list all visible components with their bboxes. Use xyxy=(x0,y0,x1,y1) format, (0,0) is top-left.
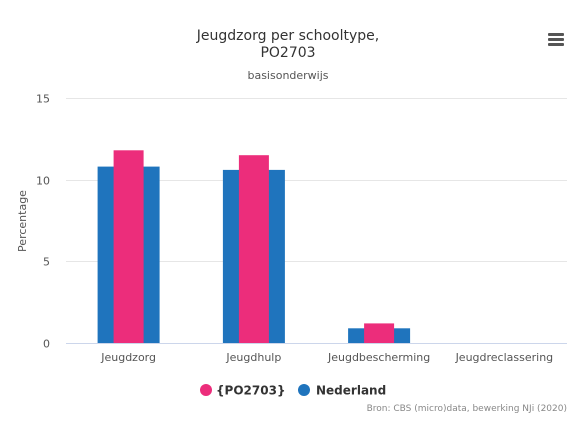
x-tick-label: Jeugdzorg xyxy=(100,351,156,364)
hamburger-menu-icon[interactable] xyxy=(540,0,570,60)
bar-po2703-jeugdhulp[interactable] xyxy=(238,155,269,343)
legend-item-nederland[interactable]: Nederland xyxy=(298,384,386,398)
legend-item-po2703[interactable]: {PO2703} xyxy=(200,384,285,398)
y-axis-ticks: 0 5 10 15 xyxy=(36,93,50,351)
legend-marker-nederland xyxy=(298,384,310,396)
legend: {PO2703} Nederland xyxy=(200,384,386,398)
chart-subtitle: basisonderwijs xyxy=(247,69,328,82)
bar-po2703-jeugdzorg[interactable] xyxy=(113,150,144,343)
x-tick-label: Jeugdhulp xyxy=(225,351,281,364)
credits: Bron: CBS (micro)data, bewerking NJi (20… xyxy=(367,404,567,414)
y-tick-label: 10 xyxy=(36,175,50,188)
y-tick-label: 0 xyxy=(43,338,50,351)
legend-marker-po2703 xyxy=(200,384,212,396)
y-tick-label: 15 xyxy=(36,93,50,106)
y-tick-label: 5 xyxy=(43,256,50,269)
legend-label-nederland: Nederland xyxy=(316,384,386,398)
chart-title-line-2: PO2703 xyxy=(260,45,315,61)
bars xyxy=(97,150,411,343)
x-axis-ticks: Jeugdzorg Jeugdhulp Jeugdbescherming Jeugdr… xyxy=(100,351,553,364)
y-axis-label: Percentage xyxy=(16,190,29,252)
x-tick-label: Jeugdbescherming xyxy=(327,351,430,364)
x-tick-label: Jeugdreclassering xyxy=(455,351,554,364)
bar-po2703-jeugdbescherming[interactable] xyxy=(364,323,395,343)
chart-title-line-1: Jeugdzorg per schooltype, xyxy=(196,28,379,44)
legend-label-po2703: {PO2703} xyxy=(216,384,285,398)
